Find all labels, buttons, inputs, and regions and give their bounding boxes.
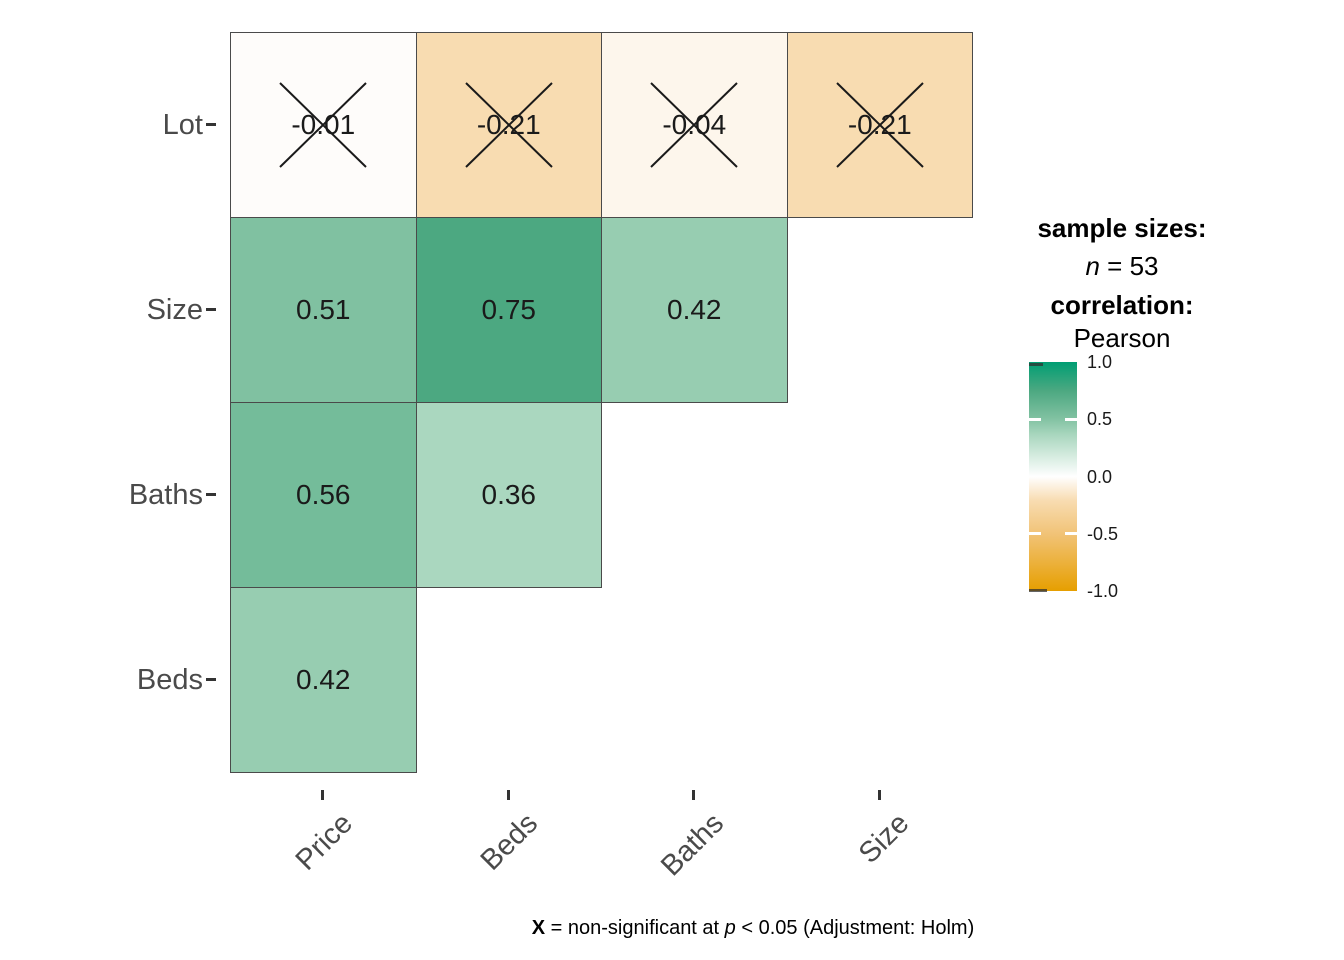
- y-axis-tick: [206, 123, 216, 126]
- colorbar-tick: [1065, 532, 1077, 536]
- caption-x-marker: X: [531, 917, 546, 939]
- correlation-value: 0.42: [296, 664, 351, 695]
- x-axis-tick: [692, 790, 696, 800]
- legend-n-value: = 53: [1099, 251, 1159, 281]
- correlation-value: -0.04: [662, 109, 727, 140]
- correlation-value: -0.01: [291, 109, 356, 140]
- colorbar-tick-label: 1.0: [1087, 352, 1113, 372]
- correlation-value: -0.21: [847, 109, 912, 140]
- colorbar-tick: [1065, 417, 1077, 421]
- x-axis-tick: [506, 790, 510, 800]
- legend-sample-sizes-title: sample sizes:: [1037, 213, 1207, 243]
- legend-sample-size-value: n = 53: [972, 251, 1272, 282]
- colorbar-tick-label: 0.5: [1087, 409, 1113, 430]
- colorbar-gradient: [1029, 362, 1077, 591]
- y-axis-label-size: Size: [146, 293, 203, 326]
- x-axis-label-beds: Beds: [474, 807, 545, 877]
- x-axis-tick: [321, 790, 325, 800]
- correlation-value: 0.42: [667, 294, 722, 325]
- x-axis-label-size: Size: [852, 807, 916, 870]
- correlation-cell-size-beds: 0.75: [415, 217, 602, 403]
- legend-correlation-method: Pearson: [1073, 323, 1171, 353]
- caption-p-symbol: p: [724, 917, 736, 939]
- correlation-value: 0.75: [481, 294, 537, 325]
- y-axis-label-lot: Lot: [162, 108, 203, 141]
- legend-correlation-title: correlation:: [1050, 290, 1194, 320]
- correlation-cell-lot-beds: -0.21: [415, 32, 602, 218]
- correlation-cell-beds-price: 0.42: [230, 587, 417, 773]
- correlation-cell-lot-price: -0.01: [230, 32, 417, 218]
- y-axis-label-baths: Baths: [128, 478, 203, 511]
- colorbar-tick: [1029, 532, 1041, 536]
- correlation-cell-lot-size: -0.21: [786, 32, 973, 218]
- correlation-cell-lot-baths: -0.04: [601, 32, 788, 218]
- correlation-cell-baths-price: 0.56: [230, 402, 417, 588]
- correlation-cell-size-baths: 0.42: [601, 217, 788, 403]
- y-axis-tick: [206, 308, 216, 311]
- colorbar-tick-label: 0.0: [1087, 466, 1113, 487]
- caption-text-mid: = non-significant at: [545, 917, 725, 939]
- colorbar-tick-label: -0.5: [1087, 523, 1119, 544]
- legend-n-symbol: n: [1085, 251, 1100, 281]
- caption-text-end: < 0.05 (Adjustment: Holm): [735, 917, 975, 939]
- correlation-value: 0.51: [296, 294, 351, 325]
- x-axis-label-baths: Baths: [654, 807, 730, 883]
- colorbar-tick: [1029, 417, 1041, 421]
- colorbar-end-tick: [1029, 362, 1043, 366]
- x-axis-label-price: Price: [289, 807, 359, 877]
- caption: X = non-significant at p < 0.05 (Adjustm…: [453, 916, 1053, 940]
- y-axis-label-beds: Beds: [136, 663, 203, 696]
- correlation-value: -0.21: [476, 109, 541, 140]
- correlation-cell-baths-beds: 0.36: [415, 402, 602, 588]
- correlation-value: 0.56: [296, 479, 351, 510]
- colorbar-end-tick: [1029, 588, 1047, 592]
- colorbar-tick-label: -1.0: [1087, 581, 1119, 601]
- y-axis-tick: [206, 678, 216, 681]
- x-axis-tick: [877, 790, 881, 800]
- correlation-value: 0.36: [481, 479, 537, 510]
- correlation-cell-size-price: 0.51: [230, 217, 417, 403]
- y-axis-tick: [206, 493, 216, 496]
